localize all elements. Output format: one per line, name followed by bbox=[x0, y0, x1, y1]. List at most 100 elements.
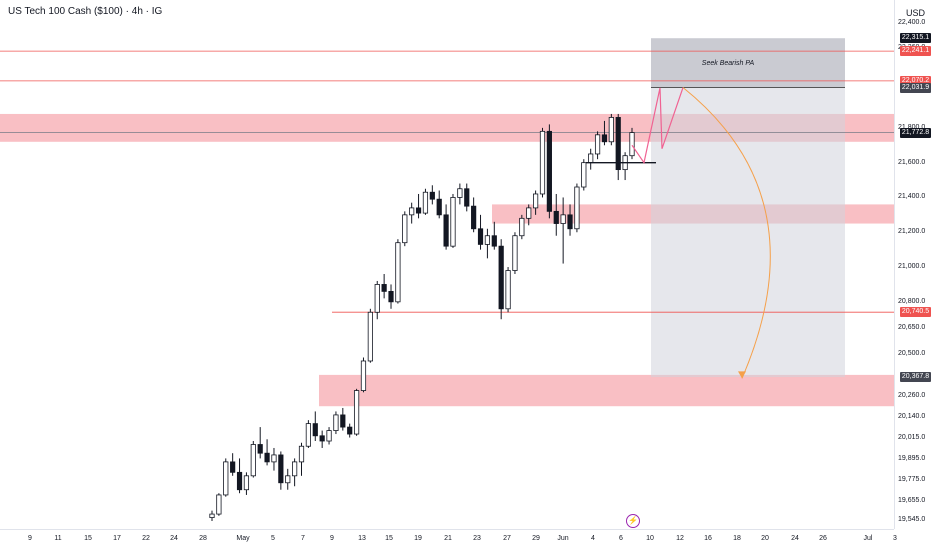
price-axis-label: 20,140.0 bbox=[898, 412, 926, 420]
price-axis-label: 19,545.0 bbox=[898, 516, 926, 524]
price-badge: 20,367.8 bbox=[900, 372, 931, 383]
price-axis-label: 21,400.0 bbox=[898, 193, 926, 201]
time-axis-label: 4 bbox=[591, 535, 595, 542]
candle-body bbox=[409, 207, 415, 216]
time-axis-label: 12 bbox=[676, 535, 684, 542]
target-arc bbox=[682, 87, 771, 379]
currency-label[interactable]: USD bbox=[906, 8, 926, 18]
time-axis-label: 15 bbox=[84, 535, 92, 542]
candle-body bbox=[326, 430, 332, 442]
candle-body bbox=[477, 228, 484, 245]
candle-body bbox=[271, 454, 277, 463]
time-axis-label: 24 bbox=[170, 535, 178, 542]
price-badge: 22,241.1 bbox=[900, 46, 931, 57]
candle-body bbox=[422, 191, 429, 214]
candle-body bbox=[519, 217, 525, 237]
candle-body bbox=[574, 186, 580, 230]
time-axis-label: 29 bbox=[532, 535, 540, 542]
time-axis-label: 13 bbox=[358, 535, 366, 542]
time-axis-label: 10 bbox=[646, 535, 654, 542]
time-axis-label: 22 bbox=[142, 535, 150, 542]
candle-body bbox=[491, 235, 497, 247]
price-axis-label: 20,650.0 bbox=[898, 323, 926, 331]
time-axis-label: 18 bbox=[733, 535, 741, 542]
candle-body bbox=[512, 235, 518, 271]
price-badge: 22,315.1 bbox=[900, 33, 931, 44]
candle-body bbox=[340, 414, 346, 428]
candle-body bbox=[388, 290, 394, 303]
time-axis-label: 19 bbox=[414, 535, 422, 542]
price-axis-label: 21,800.0 bbox=[898, 123, 925, 133]
candle-body bbox=[353, 390, 360, 435]
time-axis-label: Jun bbox=[557, 535, 569, 542]
price-axis-label: 20,500.0 bbox=[898, 350, 926, 358]
candle-body bbox=[209, 513, 215, 518]
candle-body bbox=[230, 461, 236, 473]
price-axis-label: 20,260.0 bbox=[898, 391, 926, 399]
time-axis-label: 6 bbox=[619, 535, 623, 542]
candle-body bbox=[450, 197, 456, 247]
time-axis-label: 27 bbox=[503, 535, 511, 542]
time-axis-label: 20 bbox=[761, 535, 769, 542]
price-axis-label: 19,895.0 bbox=[898, 455, 926, 463]
candle-body bbox=[505, 270, 511, 310]
price-axis-label: 22,400.0 bbox=[898, 19, 926, 27]
candle-body bbox=[533, 193, 539, 209]
time-axis-label: 5 bbox=[271, 535, 275, 542]
price-axis-label: 21,200.0 bbox=[898, 228, 926, 236]
candle-body bbox=[278, 454, 284, 484]
time-axis-label: 17 bbox=[113, 535, 121, 542]
candle-body bbox=[395, 242, 401, 303]
candle-body bbox=[629, 132, 635, 157]
candle-body bbox=[250, 444, 256, 477]
price-axis-label: 20,800.0 bbox=[898, 297, 926, 305]
candle-body bbox=[615, 117, 621, 171]
time-axis-label: 21 bbox=[444, 535, 452, 542]
candle-body bbox=[546, 130, 552, 212]
candle-body bbox=[498, 245, 504, 310]
candle-body bbox=[588, 153, 594, 164]
time-axis-label: 26 bbox=[819, 535, 827, 542]
time-axis-label: 3 bbox=[893, 535, 897, 542]
candle-body bbox=[216, 494, 222, 515]
time-axis-label: 16 bbox=[704, 535, 712, 542]
time-axis-label: Jul bbox=[863, 535, 873, 542]
candle-body bbox=[539, 130, 546, 195]
lightning-event-icon[interactable]: ⚡ bbox=[626, 514, 640, 528]
supply-demand-zone bbox=[319, 374, 894, 407]
price-axis-label: 21,600.0 bbox=[898, 158, 926, 166]
price-axis-label: 19,775.0 bbox=[898, 476, 926, 484]
candle-body bbox=[264, 452, 270, 463]
candle-body bbox=[526, 207, 532, 219]
candle-body bbox=[581, 162, 587, 188]
time-axis-label: 11 bbox=[54, 535, 62, 542]
price-badge: 22,031.9 bbox=[900, 82, 931, 93]
candle-body bbox=[312, 423, 318, 437]
candle-body bbox=[333, 414, 339, 431]
candle-body bbox=[553, 210, 559, 224]
price-axis-label: 21,000.0 bbox=[898, 263, 926, 271]
candle-body bbox=[285, 475, 291, 484]
candle-body bbox=[415, 207, 422, 214]
time-axis-label: 15 bbox=[385, 535, 393, 542]
candle-body bbox=[319, 435, 325, 442]
time-axis-label: 28 bbox=[199, 535, 207, 542]
candle-body bbox=[429, 191, 435, 200]
candle-body bbox=[381, 284, 387, 292]
time-axis-label: 23 bbox=[473, 535, 481, 542]
price-axis-label: 20,015.0 bbox=[898, 434, 926, 442]
candle-body bbox=[360, 360, 367, 391]
time-axis-label: 24 bbox=[791, 535, 799, 542]
projection-box bbox=[651, 38, 845, 378]
price-axis-label: 19,655.0 bbox=[898, 497, 926, 505]
candle-body bbox=[608, 117, 614, 143]
seek-bearish-label: Seek Bearish PA bbox=[702, 60, 755, 67]
candle-body bbox=[257, 444, 263, 454]
candle-body bbox=[243, 475, 250, 491]
price-badge: 22,070.2 bbox=[900, 75, 931, 86]
candle-body bbox=[484, 235, 491, 245]
candle-body bbox=[223, 461, 229, 496]
projected-path bbox=[631, 87, 684, 165]
price-axis-divider bbox=[894, 0, 895, 529]
